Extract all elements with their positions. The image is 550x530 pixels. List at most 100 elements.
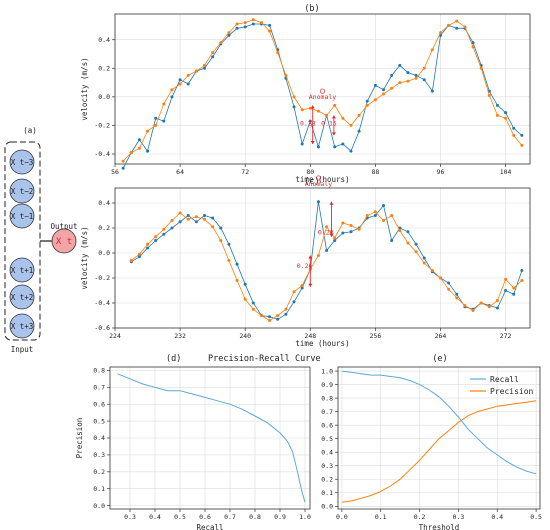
input-node [9, 203, 35, 229]
input-node [9, 149, 35, 175]
data-point-blue [341, 231, 345, 235]
y-tick-label: 0.7 [321, 408, 333, 416]
data-point-orange [455, 296, 459, 300]
x-tick-label: 232 [174, 332, 186, 340]
data-point-blue [235, 262, 239, 266]
data-point-orange [333, 236, 337, 240]
data-point-orange [471, 45, 475, 49]
deviation-arrow-head [329, 233, 334, 237]
data-point-orange [243, 21, 247, 25]
data-point-blue [349, 230, 353, 234]
data-point-blue [382, 88, 386, 92]
data-point-orange [325, 113, 329, 117]
data-point-orange [243, 297, 247, 301]
deviation-label: 0.28 [300, 119, 316, 127]
data-point-orange [463, 25, 467, 29]
y-tick-label: 0.6 [93, 400, 105, 408]
data-point-orange [495, 113, 499, 117]
data-point-orange [178, 82, 182, 86]
y-tick-label: 0.4 [93, 434, 105, 442]
data-point-orange [227, 259, 231, 262]
input-node [9, 178, 35, 204]
data-point-orange [479, 66, 483, 70]
data-point-blue [520, 269, 524, 272]
input-node [9, 313, 35, 339]
data-point-blue [284, 312, 288, 316]
data-point-orange [438, 276, 442, 280]
y-tick-label: 0.6 [321, 421, 333, 429]
data-point-orange [194, 69, 198, 73]
data-point-orange [455, 19, 459, 23]
data-point-orange [219, 239, 223, 242]
y-axis-label: velocity (m/s) [80, 57, 89, 120]
x-tick-label: 0.1 [375, 513, 387, 521]
data-point-orange [137, 252, 141, 256]
x-tick-label: 0.5 [174, 513, 186, 521]
plot-frame [114, 13, 531, 165]
data-point-blue [251, 301, 255, 305]
data-point-blue [300, 142, 304, 146]
deviation-label: 0.26 [297, 262, 313, 270]
deviation-arrow-head [310, 105, 315, 109]
y-tick-label: 0.4 [98, 36, 110, 44]
x-tick-label: 96 [437, 168, 445, 176]
data-point-orange [398, 229, 402, 232]
data-point-orange [284, 307, 288, 311]
y-tick-label: 0.3 [93, 451, 105, 459]
data-point-blue [121, 166, 125, 170]
output-node [51, 228, 77, 254]
chart-e: 0.0 0.1 0.2 0.3 0.4 0.5 0.0 0.1 0.2 0.3 0.4 0.5 0.6 0… [321, 366, 542, 530]
data-point-orange [520, 143, 524, 147]
data-point-orange [447, 287, 451, 291]
data-point-blue [390, 239, 394, 242]
data-point-orange [129, 259, 133, 262]
x-tick-label: 80 [306, 168, 314, 176]
data-point-orange [398, 81, 402, 85]
data-point-orange [146, 129, 150, 133]
x-tick-label: 264 [435, 332, 447, 340]
deviation-arrow-head [308, 255, 313, 259]
chart-b: 56 64 72 80 88 96 104 -0.4 -0.2 0.0 0.2 0.4 time (ho… [80, 13, 531, 184]
x-tick-label: 0.3 [124, 513, 136, 521]
data-point-orange [154, 235, 158, 239]
data-point-orange [154, 123, 158, 127]
data-point-blue [162, 232, 166, 236]
x-tick-label: 240 [239, 332, 251, 340]
data-point-blue [178, 78, 182, 82]
input-group-box [4, 141, 41, 341]
x-tick-label: 104 [500, 168, 512, 176]
panel-a: (a) Input Output X t−3X t−2X t−1X t+1X t… [4, 126, 78, 354]
data-point-blue [447, 281, 451, 285]
data-point-orange [137, 146, 141, 150]
y-tick-label: 0.9 [321, 381, 333, 389]
y-tick-label: 0.2 [93, 468, 105, 476]
data-point-orange [365, 214, 369, 217]
data-point-orange [146, 242, 150, 246]
data-point-orange [422, 66, 426, 70]
data-point-orange [186, 217, 190, 221]
x-tick-label: 0.3 [453, 513, 465, 521]
data-point-orange [406, 79, 410, 83]
input-node-label: X t+3 [11, 322, 34, 331]
x-tick-label: 0.9 [274, 513, 286, 521]
data-point-blue [365, 99, 369, 103]
data-point-blue [316, 200, 320, 204]
deviation-arrow-head [331, 115, 336, 119]
data-point-orange [357, 227, 361, 231]
y-tick-label: 0.0 [93, 502, 105, 510]
series-line-orange [341, 400, 537, 503]
y-tick-label: 0.2 [98, 64, 110, 72]
data-point-blue [227, 242, 231, 246]
data-point-orange [235, 279, 239, 282]
x-axis-label: Recall [196, 523, 223, 530]
data-point-blue [520, 133, 524, 137]
chart-d: 0.3 0.4 0.5 0.6 0.7 0.8 0.9 1.0 0.0 0.1 0.2 0.3 0.4 0… [75, 367, 311, 530]
data-point-blue [203, 66, 207, 70]
data-point-blue [137, 255, 141, 259]
data-point-blue [373, 214, 377, 217]
data-point-orange [300, 108, 304, 112]
y-tick-label: -0.4 [94, 299, 110, 307]
data-point-blue [422, 78, 426, 82]
x-tick-label: 88 [371, 168, 379, 176]
